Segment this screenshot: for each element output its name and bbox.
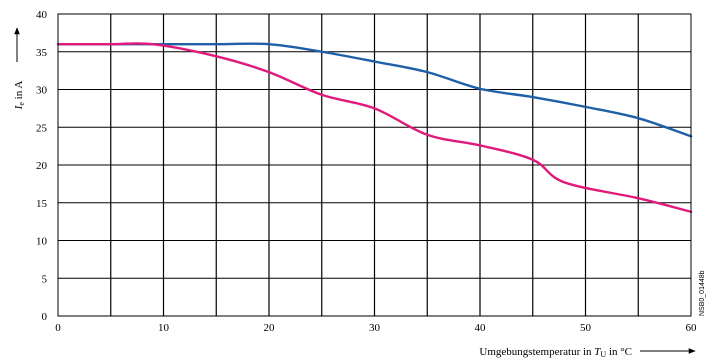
y-tick-labels: 0 5 10 15 20 25 30 35 40: [36, 9, 48, 323]
x-axis-label-prefix: Umgebungstemperatur in: [479, 346, 594, 358]
y-tick-label: 40: [36, 9, 48, 21]
y-tick-label: 10: [36, 236, 48, 248]
y-tick-label: 5: [42, 273, 48, 285]
x-axis-subscript: U: [600, 350, 606, 359]
series-layer: [56, 42, 693, 214]
series-line-1: [56, 42, 693, 138]
x-tick-label: 0: [55, 322, 61, 334]
y-tick-label: 35: [36, 47, 48, 59]
x-tick-label: 30: [369, 322, 381, 334]
y-tick-label: 20: [36, 160, 48, 172]
svg-text:Ie in A: Ie in A: [13, 81, 26, 111]
x-axis-unit: in °C: [606, 346, 632, 358]
x-axis-title: Umgebungstemperatur in TU in °C: [479, 346, 632, 359]
plot-frame: [57, 13, 692, 317]
grid: [58, 14, 691, 316]
x-tick-label: 10: [158, 322, 170, 334]
y-axis-symbol: I: [13, 104, 25, 110]
y-tick-label: 15: [36, 198, 48, 210]
y-tick-label: 0: [42, 311, 48, 323]
doc-id-text: NSB0_01448b: [699, 270, 706, 316]
x-tick-label: 20: [264, 322, 276, 334]
x-tick-label: 40: [475, 322, 487, 334]
y-axis-title: Ie in A: [13, 81, 26, 111]
doc-id: NSB0_01448b: [699, 270, 706, 316]
x-tick-labels: 0 10 20 30 40 50 60: [55, 322, 697, 334]
x-tick-label: 50: [580, 322, 592, 334]
series-line-2: [56, 42, 693, 214]
y-tick-label: 30: [36, 85, 48, 97]
y-axis-subscript: e: [17, 102, 26, 106]
x-tick-label: 60: [686, 322, 698, 334]
x-axis-symbol: T: [594, 346, 601, 358]
y-axis-unit: in A: [13, 81, 25, 102]
y-tick-label: 25: [36, 122, 48, 134]
